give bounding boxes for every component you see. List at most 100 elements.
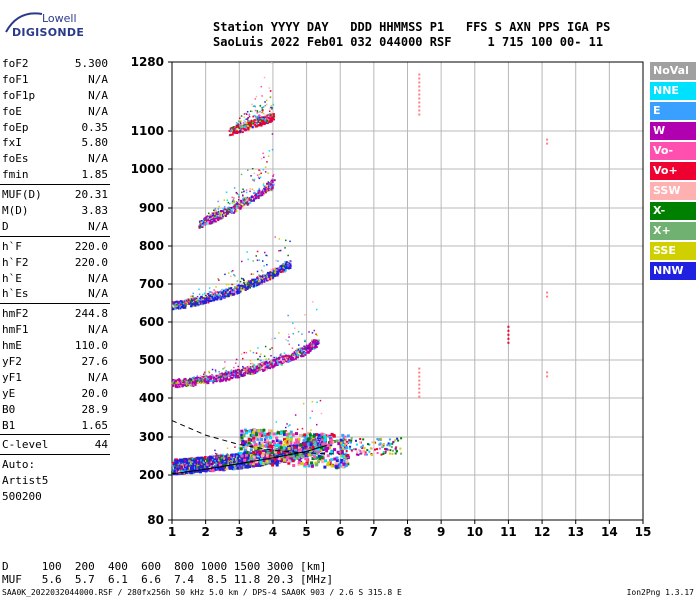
y-tick-label: 200 xyxy=(139,468,164,482)
echo-dot xyxy=(205,223,208,225)
echo-dot xyxy=(286,431,288,433)
echo-trace xyxy=(172,236,292,311)
echo-dot xyxy=(208,222,211,225)
echo-dot xyxy=(248,283,251,286)
echo-dot xyxy=(200,295,203,298)
echo-dot xyxy=(201,222,204,225)
echo-dot xyxy=(189,380,192,382)
echo-dot xyxy=(314,444,318,448)
echo-dot xyxy=(253,172,256,175)
echo-dot xyxy=(260,353,262,355)
echo-dot xyxy=(196,300,199,302)
echo-dot xyxy=(261,107,263,109)
echo-dot xyxy=(239,436,241,439)
echo-dot xyxy=(269,96,272,99)
echo-dot xyxy=(246,118,249,120)
echo-dot xyxy=(301,333,303,335)
echo-dot xyxy=(261,282,263,285)
echo-dot xyxy=(178,378,181,381)
echo-dot xyxy=(281,265,284,268)
echo-dot xyxy=(281,267,283,270)
echo-dot xyxy=(268,275,271,278)
echo-dot xyxy=(188,299,190,302)
echo-dot xyxy=(243,128,246,131)
echo-dot xyxy=(315,339,318,342)
echo-dot xyxy=(242,434,246,438)
echo-dot xyxy=(241,374,244,377)
echo-dot xyxy=(183,302,186,304)
echo-dot xyxy=(179,300,182,303)
echo-dot xyxy=(232,290,235,293)
echo-dot xyxy=(237,452,239,454)
echo-dot xyxy=(209,468,213,472)
echo-dot xyxy=(231,128,233,131)
echo-dot xyxy=(249,433,253,437)
echo-dot xyxy=(249,190,251,193)
echo-dot xyxy=(256,369,259,371)
echo-dot xyxy=(249,366,252,368)
echo-dot xyxy=(239,371,241,373)
echo-dot xyxy=(232,204,235,207)
echo-dot xyxy=(301,434,305,438)
echo-dot xyxy=(219,291,221,293)
echo-dot xyxy=(266,453,270,457)
param-row: yF1 N/A xyxy=(0,370,110,386)
echo-dot xyxy=(211,216,214,219)
echo-dot xyxy=(258,119,260,121)
echo-dot xyxy=(260,444,264,448)
echo-dot xyxy=(185,382,188,385)
echo-dot xyxy=(271,347,273,349)
echo-dot xyxy=(262,274,265,277)
echo-dot xyxy=(305,346,308,348)
echo-dot xyxy=(220,294,223,297)
echo-dot xyxy=(249,367,252,370)
echo-dot xyxy=(229,133,232,136)
echo-dot xyxy=(211,218,214,221)
echo-dot xyxy=(180,464,182,466)
echo-dot xyxy=(280,271,282,273)
echo-dot xyxy=(261,454,265,458)
echo-dot xyxy=(258,189,261,192)
echo-dot xyxy=(287,425,290,427)
echo-dot xyxy=(270,447,274,451)
echo-dot xyxy=(329,441,333,445)
echo-dot xyxy=(230,292,232,295)
echo-dot xyxy=(191,381,194,384)
echo-dot xyxy=(242,122,245,124)
echo-dot xyxy=(242,194,244,196)
echo-dot xyxy=(214,215,216,217)
echo-dot xyxy=(201,293,204,296)
echo-dot xyxy=(271,362,274,365)
y-tick-label: 900 xyxy=(139,201,164,215)
echo-dot xyxy=(211,373,214,376)
echo-dot xyxy=(237,287,239,290)
echo-dot xyxy=(262,362,265,365)
echo-dot xyxy=(192,381,195,384)
echo-dot xyxy=(238,201,241,204)
echo-dot xyxy=(186,459,190,463)
echo-dot xyxy=(241,125,243,127)
echo-dot xyxy=(210,461,212,463)
echo-dot xyxy=(196,304,199,307)
echo-dot xyxy=(260,275,263,278)
echo-dot xyxy=(225,379,227,382)
echo-dot xyxy=(268,451,272,455)
echo-dot xyxy=(227,201,230,204)
echo-dot xyxy=(279,441,283,444)
echo-dot xyxy=(317,460,320,464)
echo-dot xyxy=(299,443,303,447)
echo-dot xyxy=(261,279,264,282)
echo-dot xyxy=(312,301,314,303)
echo-dot xyxy=(251,368,253,371)
echo-dot xyxy=(264,101,266,103)
param-row: h`Es N/A xyxy=(0,286,110,302)
echo-dot xyxy=(282,263,285,266)
echo-dot xyxy=(265,445,269,448)
echo-dot xyxy=(295,352,298,355)
echo-dot xyxy=(271,453,273,456)
echo-dot xyxy=(312,434,316,438)
echo-dot xyxy=(196,377,199,380)
echo-dot xyxy=(200,464,204,468)
echo-dot xyxy=(245,125,247,127)
echo-dot xyxy=(286,266,289,269)
